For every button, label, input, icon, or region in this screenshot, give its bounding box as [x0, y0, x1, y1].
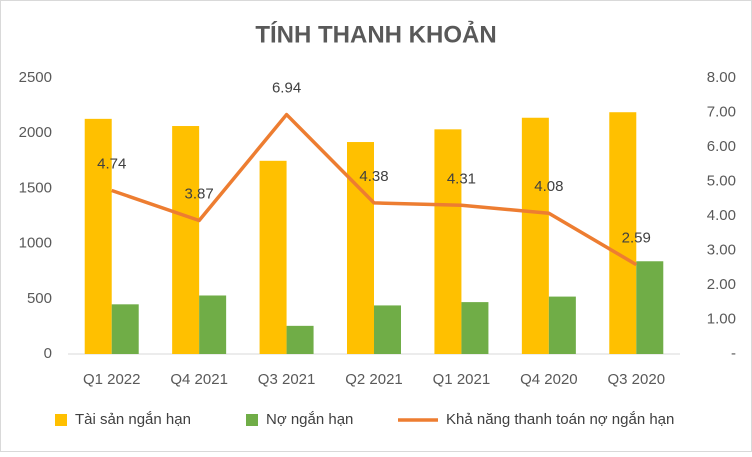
legend-label: Nợ ngắn hạn — [266, 411, 353, 428]
x-tick-label: Q1 2022 — [83, 371, 141, 388]
y2-tick-label: 1.00 — [707, 310, 736, 327]
bar — [172, 126, 200, 354]
bar — [347, 142, 374, 354]
x-tick-label: Q4 2020 — [520, 371, 578, 388]
bar — [609, 112, 637, 354]
legend-swatch — [55, 414, 67, 426]
data-label: 4.74 — [97, 155, 126, 172]
y-tick-label: 500 — [27, 290, 52, 307]
bar — [286, 325, 314, 354]
data-label: 3.87 — [185, 185, 214, 202]
bar — [259, 160, 287, 354]
chart-title: TÍNH THANH KHOẢN — [255, 19, 496, 48]
bar — [461, 302, 489, 354]
x-tick-label: Q1 2021 — [433, 371, 491, 388]
y-tick-label: 0 — [44, 345, 52, 362]
x-tick-label: Q3 2021 — [258, 371, 316, 388]
bar — [636, 261, 664, 354]
x-tick-label: Q3 2020 — [608, 371, 666, 388]
y2-tick-label: 5.00 — [707, 172, 736, 189]
x-tick-label: Q4 2021 — [170, 371, 228, 388]
y2-tick-label: - — [731, 345, 736, 362]
legend-label: Khả năng thanh toán nợ ngắn hạn — [446, 411, 674, 428]
y-tick-label: 2000 — [19, 124, 52, 141]
bar — [521, 117, 549, 354]
y2-tick-label: 3.00 — [707, 241, 736, 258]
y-tick-label: 1500 — [19, 179, 52, 196]
bar — [548, 296, 576, 354]
y2-tick-label: 2.00 — [707, 276, 736, 293]
data-label: 4.31 — [447, 170, 476, 187]
y2-tick-label: 8.00 — [707, 69, 736, 86]
data-label: 4.08 — [534, 178, 563, 195]
x-tick-label: Q2 2021 — [345, 371, 403, 388]
bar — [111, 304, 139, 354]
line-series — [111, 112, 638, 267]
bar — [434, 129, 462, 354]
legend-swatch — [246, 414, 258, 426]
bar — [84, 118, 112, 355]
bar — [199, 295, 227, 354]
data-label: 2.59 — [622, 230, 651, 247]
y2-tick-label: 4.00 — [707, 207, 736, 224]
data-label: 6.94 — [272, 80, 301, 97]
legend-label: Tài sản ngắn hạn — [75, 411, 191, 428]
y2-tick-label: 6.00 — [707, 138, 736, 155]
y-tick-label: 1000 — [19, 235, 52, 252]
y-tick-label: 2500 — [19, 69, 52, 86]
y2-tick-label: 7.00 — [707, 103, 736, 120]
data-label: 4.38 — [359, 168, 388, 185]
bar — [374, 305, 401, 354]
